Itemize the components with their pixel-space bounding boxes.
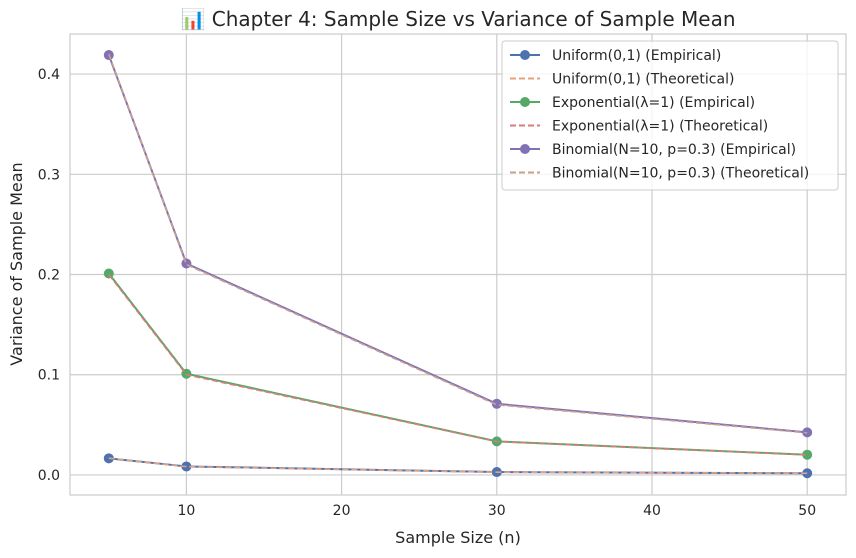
data-point <box>181 258 192 269</box>
series <box>108 457 808 475</box>
legend-label: Uniform(0,1) (Empirical) <box>552 48 721 64</box>
series-line <box>108 274 808 456</box>
series-line <box>108 272 808 456</box>
x-axis-label: Sample Size (n) <box>395 528 521 547</box>
legend-label: Uniform(0,1) (Theoretical) <box>552 72 734 88</box>
y-tick-labels: 0.0 0.1 0.2 0.3 0.4 <box>38 67 60 484</box>
x-tick-label: 50 <box>798 503 816 519</box>
plot-frame <box>69 33 847 496</box>
x-tick-labels: 10 20 30 40 50 <box>177 503 816 519</box>
series <box>103 268 813 460</box>
data-point <box>103 268 114 279</box>
legend-marker <box>520 50 530 60</box>
y-tick-label: 0.0 <box>38 468 60 484</box>
y-tick-label: 0.1 <box>38 368 60 384</box>
legend-marker <box>520 144 530 154</box>
legend-label: Exponential(λ=1) (Empirical) <box>552 95 755 111</box>
series <box>108 53 808 434</box>
data-point <box>802 449 813 460</box>
series-line <box>108 53 808 434</box>
series-line <box>108 457 808 475</box>
legend-label: Exponential(λ=1) (Theoretical) <box>552 119 768 135</box>
x-tick-label: 10 <box>177 503 195 519</box>
series-line <box>108 457 808 475</box>
legend: Uniform(0,1) (Empirical) Uniform(0,1) (Th… <box>501 40 839 191</box>
series <box>108 274 808 456</box>
y-tick-label: 0.4 <box>38 67 60 83</box>
y-axis-label: Variance of Sample Mean <box>7 162 26 365</box>
legend-box <box>501 40 839 191</box>
data-point <box>181 461 192 472</box>
x-tick-label: 30 <box>488 503 506 519</box>
legend-label: Binomial(N=10, p=0.3) (Theoretical) <box>552 166 809 182</box>
series-layer <box>103 50 813 479</box>
data-point <box>491 398 502 409</box>
y-tick-label: 0.3 <box>38 167 60 183</box>
x-tick-label: 20 <box>333 503 351 519</box>
legend-marker <box>520 97 530 107</box>
chart-title: 📊 Chapter 4: Sample Size vs Variance of … <box>181 7 736 31</box>
legend-label: Binomial(N=10, p=0.3) (Empirical) <box>552 142 796 158</box>
x-tick-label: 40 <box>643 503 661 519</box>
y-tick-label: 0.2 <box>38 268 60 284</box>
